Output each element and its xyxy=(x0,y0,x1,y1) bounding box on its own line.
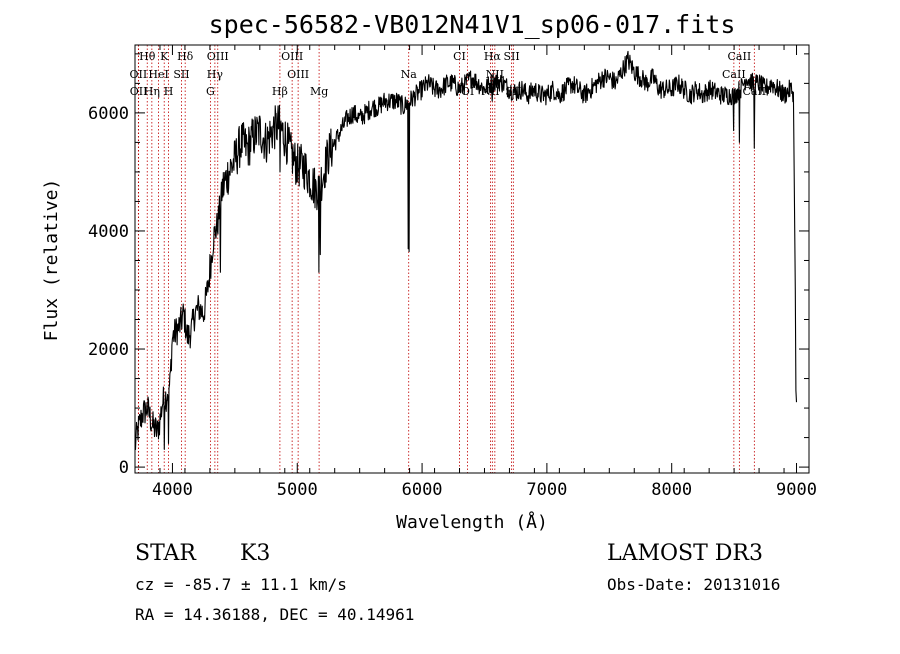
axis-tick-labels: 4000 5000 6000 7000 8000 9000 0 2000 4000 6000 xyxy=(88,104,817,500)
line-label-5: CI xyxy=(453,50,466,63)
survey-name: LAMOST DR3 xyxy=(607,541,763,566)
x-axis-label: Wavelength (Å) xyxy=(396,511,548,533)
y-tick-label-2000: 2000 xyxy=(88,340,129,360)
line-label-6: Hα xyxy=(484,50,502,63)
line-label-2: Hδ xyxy=(177,50,194,63)
line-label-16: CaII xyxy=(722,68,746,81)
line-label-3: OIII xyxy=(207,50,229,63)
axis-ticks xyxy=(134,45,810,473)
line-label-8: CaII xyxy=(728,50,752,63)
line-label-15: NII xyxy=(486,68,504,81)
observation-date: Obs-Date: 20131016 xyxy=(607,575,780,594)
line-label-19: H xyxy=(164,85,174,98)
line-label-13: OIII xyxy=(287,68,309,81)
line-label-12: Hγ xyxy=(207,68,224,81)
x-tick-label-4000: 4000 xyxy=(152,480,193,500)
redshift-value: cz = -85.7 ± 11.1 km/s xyxy=(135,575,347,594)
line-label-18: Hη xyxy=(144,85,160,98)
line-label-21: Hβ xyxy=(272,85,288,98)
line-label-14: Na xyxy=(401,68,418,81)
y-tick-label-6000: 6000 xyxy=(88,104,129,124)
line-label-20: G xyxy=(206,85,215,98)
line-label-1: K xyxy=(160,50,169,63)
x-tick-label-7000: 7000 xyxy=(526,480,567,500)
y-tick-label-4000: 4000 xyxy=(88,222,129,242)
coordinates: RA = 14.36188, DEC = 40.14961 xyxy=(135,605,414,624)
line-label-10: HeI xyxy=(148,68,168,81)
spectrum-series-line xyxy=(134,50,798,451)
line-label-9: OII xyxy=(130,68,148,81)
spectral-line-markers xyxy=(137,45,755,473)
plot-frame xyxy=(134,44,810,474)
line-label-17: OII xyxy=(130,85,148,98)
object-subclass: K3 xyxy=(240,541,270,566)
line-label-11: SII xyxy=(173,68,189,81)
x-tick-label-8000: 8000 xyxy=(651,480,692,500)
line-label-4: OIII xyxy=(281,50,303,63)
object-type: STAR xyxy=(135,541,197,566)
x-tick-label-5000: 5000 xyxy=(277,480,318,500)
x-tick-label-9000: 9000 xyxy=(776,480,817,500)
line-label-7: SII xyxy=(503,50,519,63)
y-axis-label: Flux (relative) xyxy=(41,179,62,342)
line-label-0: Hθ xyxy=(139,50,156,63)
line-label-22: Mg xyxy=(310,85,328,98)
chart-title: spec-56582-VB012N41V1_sp06-017.fits xyxy=(209,10,736,39)
x-tick-label-6000: 6000 xyxy=(402,480,443,500)
y-tick-label-0: 0 xyxy=(119,458,129,478)
